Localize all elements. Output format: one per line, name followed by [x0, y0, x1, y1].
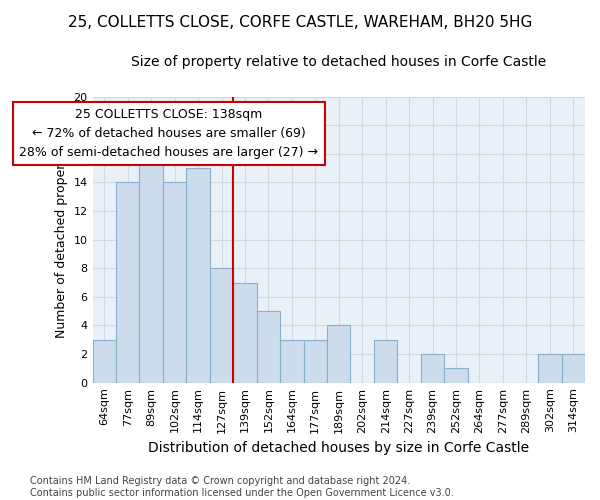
Bar — [257, 311, 280, 382]
Bar — [327, 326, 350, 382]
X-axis label: Distribution of detached houses by size in Corfe Castle: Distribution of detached houses by size … — [148, 441, 529, 455]
Y-axis label: Number of detached properties: Number of detached properties — [55, 141, 68, 338]
Bar — [421, 354, 444, 382]
Bar — [210, 268, 233, 382]
Bar — [163, 182, 187, 382]
Bar — [92, 340, 116, 382]
Text: 25 COLLETTS CLOSE: 138sqm
← 72% of detached houses are smaller (69)
28% of semi-: 25 COLLETTS CLOSE: 138sqm ← 72% of detac… — [19, 108, 318, 159]
Text: 25, COLLETTS CLOSE, CORFE CASTLE, WAREHAM, BH20 5HG: 25, COLLETTS CLOSE, CORFE CASTLE, WAREHA… — [68, 15, 532, 30]
Bar — [280, 340, 304, 382]
Bar — [187, 168, 210, 382]
Bar — [538, 354, 562, 382]
Text: Contains HM Land Registry data © Crown copyright and database right 2024.
Contai: Contains HM Land Registry data © Crown c… — [30, 476, 454, 498]
Bar — [233, 282, 257, 382]
Bar — [139, 154, 163, 382]
Bar — [562, 354, 585, 382]
Bar — [304, 340, 327, 382]
Title: Size of property relative to detached houses in Corfe Castle: Size of property relative to detached ho… — [131, 55, 547, 69]
Bar — [116, 182, 139, 382]
Bar — [444, 368, 468, 382]
Bar — [374, 340, 397, 382]
